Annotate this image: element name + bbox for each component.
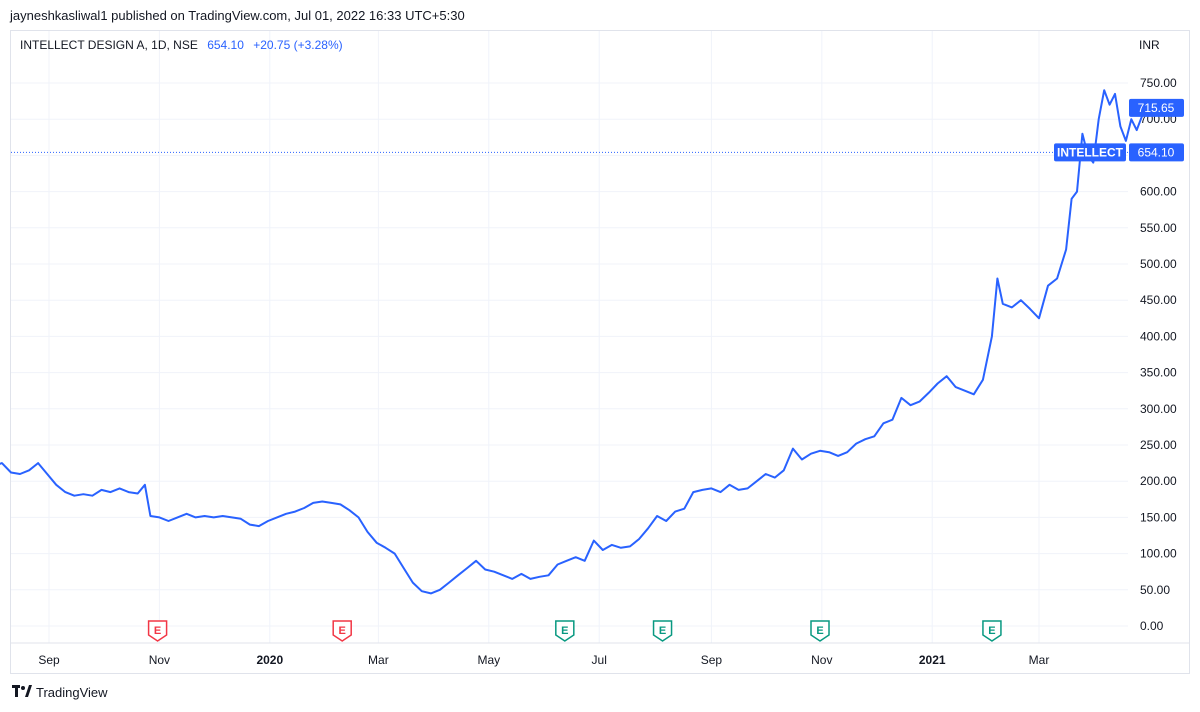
y-tick-label: 550.00 bbox=[1140, 221, 1177, 235]
y-tick-label: 250.00 bbox=[1140, 438, 1177, 452]
chart-frame bbox=[10, 30, 1190, 674]
earnings-marker[interactable]: E bbox=[982, 620, 1002, 642]
symbol-tag-label: INTELLECT bbox=[1057, 145, 1124, 159]
price-axis-label: 715.65 bbox=[1129, 98, 1184, 117]
symbol-price-tag: INTELLECT bbox=[1054, 143, 1126, 162]
tradingview-logo-icon bbox=[12, 684, 32, 700]
y-tick-label: 0.00 bbox=[1140, 619, 1164, 633]
price-axis-value: 654.10 bbox=[1138, 145, 1175, 159]
y-tick-label: 150.00 bbox=[1140, 510, 1177, 524]
y-tick-label: 300.00 bbox=[1140, 402, 1177, 416]
earnings-marker-label: E bbox=[339, 625, 346, 637]
y-tick-label: 100.00 bbox=[1140, 547, 1177, 561]
x-tick-label: May bbox=[477, 653, 500, 667]
earnings-marker-label: E bbox=[659, 625, 666, 637]
x-tick-label: Nov bbox=[811, 653, 832, 667]
y-tick-label: 350.00 bbox=[1140, 366, 1177, 380]
earnings-marker[interactable]: E bbox=[652, 620, 673, 642]
legend-change: +20.75 (+3.28%) bbox=[253, 38, 343, 52]
footer-brand[interactable]: TradingView bbox=[12, 684, 108, 700]
x-tick-label: Nov bbox=[149, 653, 170, 667]
y-tick-label: 400.00 bbox=[1140, 329, 1177, 343]
earnings-marker[interactable]: E bbox=[147, 620, 168, 642]
published-line: jayneshkasliwal1 published on TradingVie… bbox=[10, 8, 465, 23]
y-tick-label: 750.00 bbox=[1140, 76, 1177, 90]
price-axis-value: 715.65 bbox=[1138, 101, 1175, 115]
y-axis-ticks: 0.00 50.00 100.00 150.00 200.00 250.00 300.00 3… bbox=[1140, 76, 1177, 633]
earnings-marker[interactable]: E bbox=[555, 620, 575, 642]
earnings-marker[interactable]: E bbox=[332, 620, 352, 642]
earnings-marker-label: E bbox=[561, 625, 568, 637]
x-tick-label: 2020 bbox=[256, 653, 283, 667]
y-tick-label: 600.00 bbox=[1140, 185, 1177, 199]
y-tick-label: 200.00 bbox=[1140, 474, 1177, 488]
earnings-marker-label: E bbox=[154, 625, 161, 637]
price-series-line bbox=[0, 89, 1149, 595]
footer-brand-label: TradingView bbox=[36, 684, 108, 700]
earnings-marker-label: E bbox=[988, 625, 995, 637]
x-axis-ticks: Sep Nov 2020 Mar May Jul Sep Nov 2021 Mar bbox=[38, 653, 1049, 667]
legend-price: 654.10 bbox=[207, 38, 244, 52]
x-tick-label: Mar bbox=[368, 653, 389, 667]
earnings-marker[interactable]: E bbox=[810, 620, 830, 642]
x-tick-label: Jul bbox=[592, 653, 607, 667]
x-tick-label: Sep bbox=[701, 653, 723, 667]
symbol-name: INTELLECT DESIGN A, 1D, NSE bbox=[20, 38, 198, 52]
y-tick-label: 50.00 bbox=[1140, 583, 1170, 597]
price-axis-label: 654.10 bbox=[1129, 143, 1184, 162]
grid-lines bbox=[10, 31, 1190, 644]
y-tick-label: 450.00 bbox=[1140, 293, 1177, 307]
symbol-legend: INTELLECT DESIGN A, 1D, NSE 654.10 +20.7… bbox=[20, 38, 343, 52]
earnings-marker-label: E bbox=[816, 625, 823, 637]
currency-unit: INR bbox=[1139, 38, 1160, 52]
x-tick-label: 2021 bbox=[919, 653, 946, 667]
price-tags: 715.65 INTELLECT 654.10 bbox=[1054, 98, 1184, 162]
x-tick-label: Mar bbox=[1029, 653, 1050, 667]
x-tick-label: Sep bbox=[38, 653, 60, 667]
y-tick-label: 500.00 bbox=[1140, 257, 1177, 271]
